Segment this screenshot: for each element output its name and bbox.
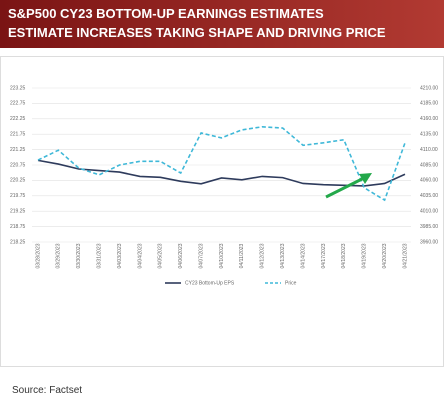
x-tick-label: 04/12/2023 xyxy=(260,243,266,268)
y-tick-label: 219.25 xyxy=(10,209,26,215)
x-tick-label: 04/03/2023 xyxy=(117,243,123,268)
x-tick-label: 04/05/2023 xyxy=(158,243,164,268)
x-tick-label: 04/10/2023 xyxy=(219,243,225,268)
y2-tick-label: 4185.00 xyxy=(420,101,438,107)
chart-title: S&P500 CY23 BOTTOM-UP EARNINGS ESTIMATES xyxy=(8,6,324,21)
header-banner xyxy=(0,0,444,48)
x-tick-label: 04/14/2023 xyxy=(300,243,306,268)
y-tick-label: 218.25 xyxy=(10,239,26,245)
x-tick-label: 04/17/2023 xyxy=(321,243,327,268)
y2-tick-label: 4110.00 xyxy=(420,147,438,153)
y-tick-label: 220.75 xyxy=(10,162,26,168)
y-tick-label: 220.25 xyxy=(10,178,26,184)
x-tick-label: 04/18/2023 xyxy=(341,243,347,268)
y-tick-label: 221.25 xyxy=(10,147,26,153)
x-tick-label: 04/04/2023 xyxy=(137,243,143,268)
legend-label: Price xyxy=(285,280,297,286)
y-tick-label: 218.75 xyxy=(10,224,26,230)
x-tick-label: 03/29/2023 xyxy=(56,243,62,268)
series-line xyxy=(37,159,406,187)
y2-tick-label: 4010.00 xyxy=(420,209,438,215)
series-line xyxy=(37,126,406,202)
x-tick-label: 04/07/2023 xyxy=(198,243,204,268)
x-tick-label: 04/20/2023 xyxy=(382,243,388,268)
y-tick-label: 221.75 xyxy=(10,132,26,138)
y-tick-label: 222.75 xyxy=(10,101,26,107)
x-tick-label: 03/30/2023 xyxy=(76,243,82,268)
x-tick-label: 04/13/2023 xyxy=(280,243,286,268)
x-tick-label: 03/31/2023 xyxy=(96,243,102,268)
x-tick-label: 04/06/2023 xyxy=(178,243,184,268)
y2-tick-label: 4135.00 xyxy=(420,132,438,138)
x-tick-label: 04/21/2023 xyxy=(402,243,408,268)
y2-tick-label: 3960.00 xyxy=(420,239,438,245)
y2-tick-label: 3985.00 xyxy=(420,224,438,230)
y-tick-label: 223.25 xyxy=(10,85,26,91)
x-tick-label: 04/19/2023 xyxy=(362,243,368,268)
x-tick-label: 04/11/2023 xyxy=(239,243,245,268)
y2-tick-label: 4060.00 xyxy=(420,178,438,184)
y2-tick-label: 4210.00 xyxy=(420,85,438,91)
y2-tick-label: 4085.00 xyxy=(420,162,438,168)
y-tick-label: 222.25 xyxy=(10,116,26,122)
legend-label: CY23 Bottom-Up EPS xyxy=(185,280,235,286)
chart-subtitle: ESTIMATE INCREASES TAKING SHAPE AND DRIV… xyxy=(8,25,386,40)
y2-tick-label: 4160.00 xyxy=(420,116,438,122)
x-tick-label: 03/28/2023 xyxy=(35,243,41,268)
annotation-arrow xyxy=(325,173,372,199)
y2-tick-label: 4035.00 xyxy=(420,193,438,199)
source: Source: Factset xyxy=(12,385,82,396)
y-tick-label: 219.75 xyxy=(10,193,26,199)
